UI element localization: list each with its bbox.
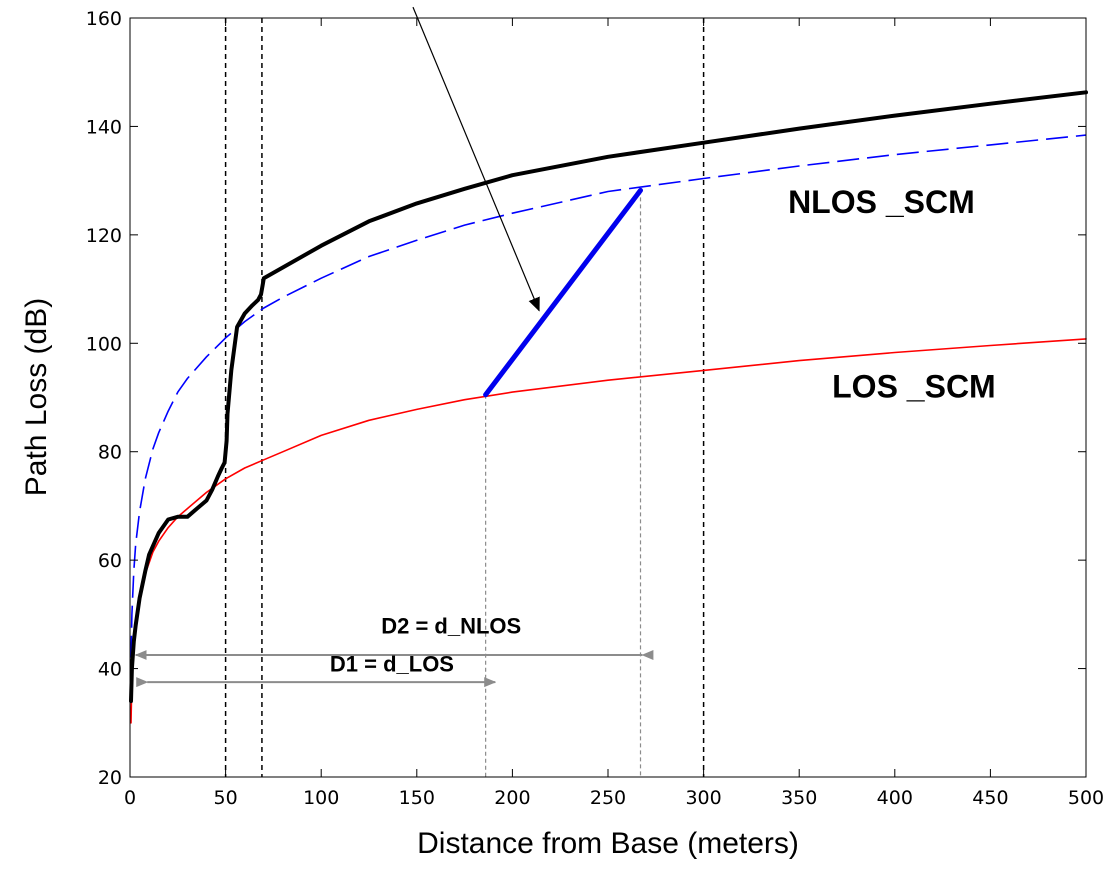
pointer-arrow <box>412 6 540 312</box>
y-tick-label: 40 <box>98 659 122 681</box>
x-tick-label: 50 <box>214 787 238 809</box>
x-tick-label: 150 <box>399 787 435 809</box>
y-tick-label: 80 <box>98 442 122 464</box>
distance-label: D2 = d_NLOS <box>381 613 521 638</box>
x-tick-label: 400 <box>877 787 913 809</box>
distance-arrows <box>134 6 654 688</box>
y-tick-label: 60 <box>98 550 122 572</box>
y-axis-title: Path Loss (dB) <box>20 298 53 496</box>
distance-label: D1 = d_LOS <box>330 651 454 676</box>
series-line-1 <box>130 134 1087 658</box>
x-tick-label: 450 <box>972 787 1008 809</box>
axis-ticks: 0 50 100 150 200 250 300 350 400 450 500 20 40 60 80 10… <box>86 8 1104 809</box>
annotation-labels: NLOS _SCM LOS _SCM D2 = d_NLOS D1 = d_LOS <box>330 184 996 676</box>
y-tick-label: 140 <box>86 116 122 138</box>
y-tick-label: 160 <box>86 8 122 30</box>
x-tick-label: 300 <box>685 787 721 809</box>
curve-label: NLOS _SCM <box>788 184 975 220</box>
y-tick-label: 120 <box>86 225 122 247</box>
series-line-0 <box>129 90 1088 704</box>
x-axis-title: Distance from Base (meters) <box>417 827 799 860</box>
series-line-3 <box>483 187 643 398</box>
x-tick-label: 0 <box>124 787 136 809</box>
y-tick-label: 100 <box>86 333 122 355</box>
curve-label: LOS _SCM <box>832 369 996 405</box>
x-tick-label: 200 <box>494 787 530 809</box>
y-tick-label: 20 <box>98 767 122 789</box>
x-tick-label: 350 <box>781 787 817 809</box>
x-tick-label: 250 <box>590 787 626 809</box>
x-tick-label: 100 <box>303 787 339 809</box>
x-tick-label: 500 <box>1068 787 1104 809</box>
data-series <box>129 90 1088 724</box>
